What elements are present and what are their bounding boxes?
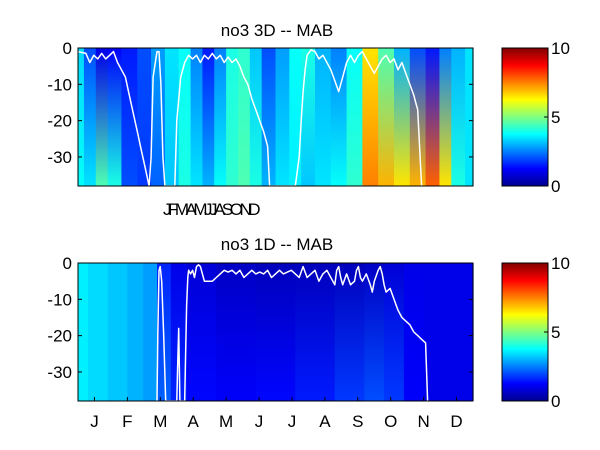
heatmap-column (190, 48, 204, 186)
x-tick-label: S (352, 412, 363, 431)
mixed-layer-line (77, 49, 423, 187)
x-tick-label: F (122, 412, 132, 431)
heatmap-column (346, 48, 363, 186)
heatmap-column (226, 48, 239, 186)
heatmap-column (214, 48, 227, 186)
x-tick-label: J (90, 412, 99, 431)
x-tick-label: J (288, 412, 297, 431)
heatmap-column (95, 48, 109, 186)
heatmap-column (186, 263, 217, 401)
heatmap-column (315, 48, 332, 186)
x-tick-label: A (188, 412, 200, 431)
x-tick-label: J (255, 412, 264, 431)
y-tick-label: -10 (47, 75, 72, 94)
colorbar-3d (501, 47, 549, 187)
colorbar-tick-label: 10 (551, 254, 570, 273)
x-tick-label: O (384, 412, 397, 431)
heatmap-column (107, 48, 123, 186)
heatmap-column (237, 48, 251, 186)
y-tick-label: -20 (47, 112, 72, 131)
heatmap-column (362, 48, 379, 186)
y-tick-label: 0 (63, 39, 72, 58)
colorbar-tick-label: 5 (551, 323, 560, 342)
heatmap-column (143, 263, 158, 401)
chart-title-1d: no3 1D -- MAB (221, 235, 333, 254)
heatmap-column (255, 263, 296, 401)
colorbar-tick-label: 0 (551, 392, 560, 411)
colorbar-tick-label: 5 (551, 108, 560, 127)
heatmap-column (151, 48, 166, 186)
y-ticks-1d: 0 -10 -20 -30 (47, 254, 473, 382)
mixed-layer-line (156, 264, 429, 402)
colorbar-tick-label: 10 (551, 39, 570, 58)
y-ticks-3d: 0 -10 -20 -30 (47, 39, 473, 167)
heatmap-column (83, 48, 97, 186)
heatmap-column (261, 48, 277, 186)
colorbar-ticks-3d: 0 5 10 (544, 39, 570, 196)
heatmap-column (275, 48, 290, 186)
panel-3d: no3 3D -- MAB 0 -10 -20 -30 JFMAMJJASOND 0 5… (47, 21, 570, 219)
heatmap-column (451, 48, 466, 186)
heatmap-column (453, 263, 474, 401)
heatmap-column (364, 263, 385, 401)
x-tick-label: M (153, 412, 167, 431)
heatmap-column (87, 263, 109, 401)
axes-frame-3d (77, 47, 474, 187)
heatmap-column (216, 263, 257, 401)
heatmap-column (334, 263, 365, 401)
heatmap-column (78, 48, 85, 186)
heatmap-column (423, 263, 454, 401)
colorbar-tick-label: 0 (551, 177, 560, 196)
y-tick-label: 0 (63, 254, 72, 273)
x-tick-label: N (417, 412, 429, 431)
heatmap-column (202, 48, 215, 186)
heatmap-column (384, 263, 405, 401)
heatmap-1d (78, 263, 474, 402)
heatmap-column (289, 48, 302, 186)
heatmap-column (439, 48, 452, 186)
heatmap-column (301, 48, 316, 186)
heatmap-column (425, 48, 441, 186)
heatmap-column (78, 263, 89, 401)
heatmap-column (295, 263, 336, 401)
x-tick-label: D (450, 412, 462, 431)
y-tick-label: -30 (47, 148, 72, 167)
heatmap-3d (77, 48, 474, 187)
x-tick-text-3d: JFMAMJJASOND (163, 200, 260, 219)
heatmap-column (394, 48, 411, 186)
heatmap-column (107, 263, 128, 401)
colorbar-ticks-1d: 0 5 10 (544, 254, 570, 411)
y-tick-label: -10 (47, 290, 72, 309)
heatmap-column (121, 48, 138, 186)
chart-title-3d: no3 3D -- MAB (221, 21, 333, 40)
heatmap-column (178, 48, 192, 186)
heatmap-column (127, 263, 144, 401)
y-tick-label: -30 (47, 363, 72, 382)
axes-frame-1d (77, 262, 474, 402)
heatmap-column (249, 48, 263, 186)
x-tick-label: A (319, 412, 331, 431)
heatmap-column (378, 48, 395, 186)
y-tick-label: -20 (47, 327, 72, 346)
heatmap-column (465, 48, 474, 186)
x-tick-label: M (219, 412, 233, 431)
colorbar-1d (501, 262, 549, 402)
